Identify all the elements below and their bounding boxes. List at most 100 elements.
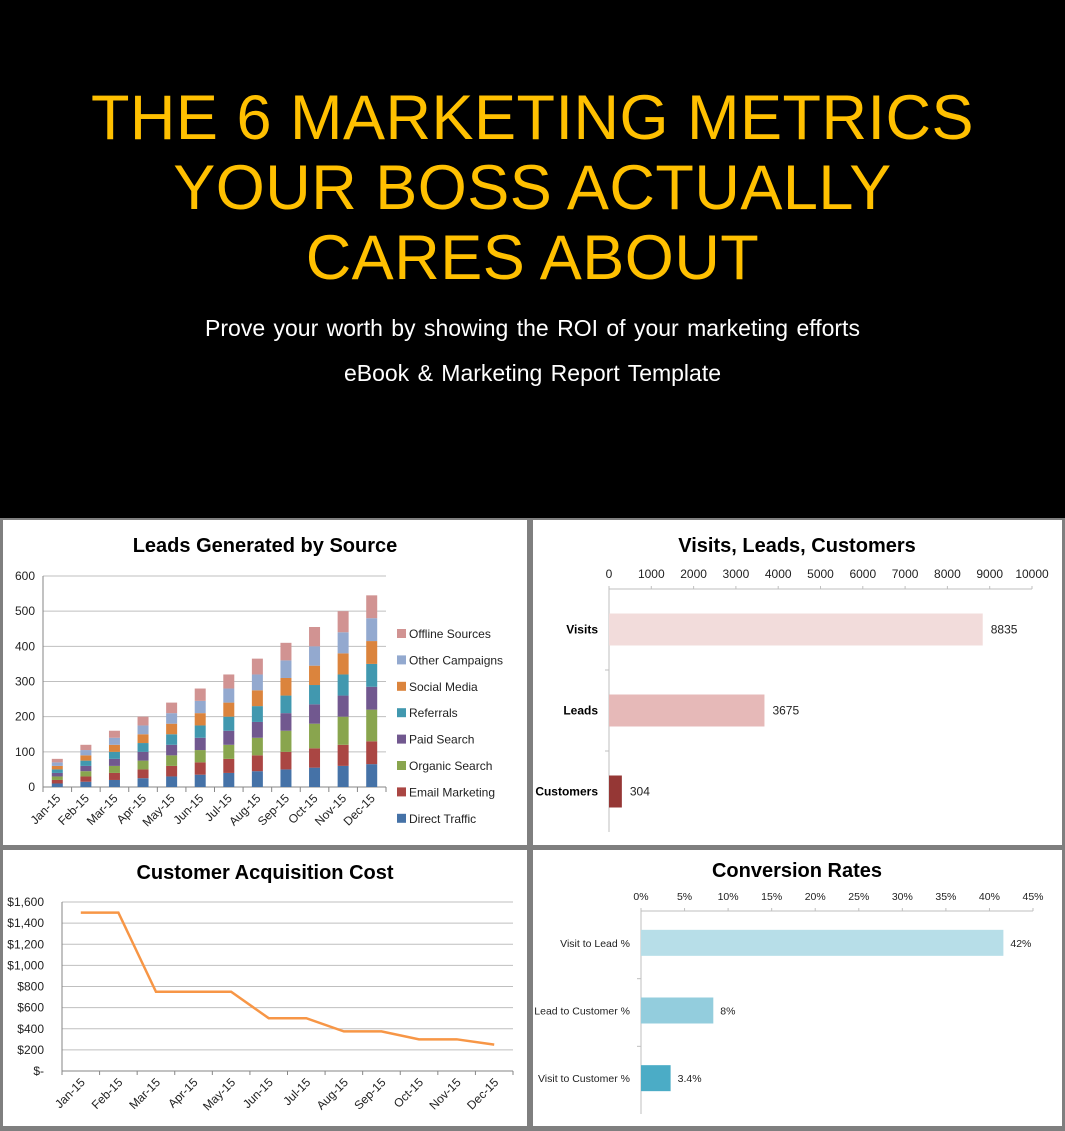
y-tick-label: $- bbox=[33, 1064, 44, 1078]
legend-label: Paid Search bbox=[409, 733, 474, 747]
bar-segment bbox=[166, 713, 178, 724]
category-label: Lead to Customer % bbox=[534, 1006, 630, 1018]
bar-segment bbox=[251, 771, 263, 787]
legend-swatch bbox=[397, 734, 406, 744]
bar-segment bbox=[280, 751, 292, 770]
bar-segment bbox=[80, 750, 92, 756]
bar-segment bbox=[337, 716, 349, 745]
cac-line bbox=[80, 911, 495, 1046]
data-label: 3675 bbox=[772, 704, 799, 718]
bar-segment bbox=[108, 772, 120, 780]
x-tick-label: 8000 bbox=[934, 567, 961, 581]
bar-segment bbox=[194, 762, 206, 775]
bar-segment bbox=[166, 702, 178, 714]
x-tick-label: May-15 bbox=[200, 1075, 238, 1113]
bar-segment bbox=[223, 702, 235, 717]
legend-swatch bbox=[397, 655, 406, 665]
legend-swatch bbox=[397, 681, 406, 691]
x-tick-label: 10000 bbox=[1015, 567, 1049, 581]
category-label: Visits bbox=[566, 623, 598, 637]
bar-segment bbox=[194, 713, 206, 726]
bar-segment bbox=[309, 767, 321, 787]
bar-segment bbox=[108, 744, 120, 752]
bar-segment bbox=[366, 741, 378, 765]
bar-segment bbox=[280, 660, 292, 678]
bar-segment bbox=[309, 665, 321, 686]
x-tick-label: Aug-15 bbox=[314, 1075, 351, 1112]
bar-segment bbox=[80, 776, 92, 782]
legend-swatch bbox=[397, 708, 406, 718]
bar-segment bbox=[280, 713, 292, 731]
leads-by-source-svg: Leads Generated by Source 0 100 200 300 400 5… bbox=[15, 535, 503, 829]
legend-label: Direct Traffic bbox=[409, 812, 476, 826]
legend-label: Referrals bbox=[409, 706, 458, 720]
hero-banner: THE 6 MARKETING METRICS YOUR BOSS ACTUAL… bbox=[0, 0, 1065, 518]
x-tick-label: 45% bbox=[1022, 891, 1043, 903]
x-tick-label: 5% bbox=[677, 891, 692, 903]
bar-segment bbox=[80, 765, 92, 772]
y-tick-label: $1,400 bbox=[7, 916, 44, 930]
hero-title: THE 6 MARKETING METRICS YOUR BOSS ACTUAL… bbox=[0, 83, 1065, 293]
bar-segment bbox=[223, 772, 235, 787]
bar-segment bbox=[51, 779, 63, 784]
bar-segment bbox=[51, 772, 63, 777]
x-tick-label: Apr-15 bbox=[165, 1075, 201, 1111]
bar-segment bbox=[51, 776, 63, 780]
bar-segment bbox=[137, 743, 149, 752]
bar-segment bbox=[337, 744, 349, 766]
bar-segment bbox=[51, 762, 63, 766]
chart-title: Visits, Leads, Customers bbox=[678, 535, 916, 557]
y-tick-label: $400 bbox=[17, 1022, 44, 1036]
cac-svg: Customer Acquisition Cost $- $200 $400 $600… bbox=[7, 862, 514, 1113]
bar-segment bbox=[80, 771, 92, 777]
y-tick-label: 0 bbox=[28, 780, 35, 794]
bar-segment bbox=[166, 723, 178, 735]
chart-title: Leads Generated by Source bbox=[133, 535, 398, 557]
legend-label: Other Campaigns bbox=[409, 653, 503, 667]
y-tick-label: 200 bbox=[15, 710, 35, 724]
bar-segment bbox=[223, 730, 235, 745]
legend-swatch bbox=[397, 761, 406, 770]
visits-leads-customers-svg: Visits, Leads, Customers 0 1000 2000 3000 40… bbox=[535, 535, 1049, 832]
bar-segment bbox=[251, 737, 263, 756]
bar-segment bbox=[80, 755, 92, 761]
x-tick-label: 1000 bbox=[638, 567, 665, 581]
legend-label: Social Media bbox=[409, 680, 478, 694]
x-tick-label: 2000 bbox=[680, 567, 707, 581]
x-tick-label: 7000 bbox=[892, 567, 919, 581]
bar-segment bbox=[51, 783, 63, 787]
data-label: 8835 bbox=[991, 623, 1018, 637]
bar-segment bbox=[194, 700, 206, 714]
bar-segment bbox=[251, 658, 263, 675]
bar-segment bbox=[337, 632, 349, 654]
bar-segment bbox=[223, 758, 235, 773]
bar-segment bbox=[337, 695, 349, 717]
y-tick-label: 600 bbox=[15, 569, 35, 583]
bar-segment bbox=[280, 769, 292, 787]
bar-segment bbox=[137, 778, 149, 787]
bar-segment bbox=[337, 611, 349, 633]
bar-segment bbox=[223, 688, 235, 703]
bar-segment bbox=[280, 642, 292, 661]
x-tick-label: Oct-15 bbox=[391, 1075, 427, 1111]
x-tick-label: Sep-15 bbox=[255, 791, 292, 828]
x-tick-label: 6000 bbox=[849, 567, 876, 581]
bar bbox=[641, 1065, 671, 1092]
bar-segment bbox=[80, 760, 92, 766]
hero-tagline: eBook & Marketing Report Template bbox=[343, 360, 722, 386]
bar bbox=[609, 613, 983, 646]
bar-segment bbox=[309, 626, 321, 647]
bar-segment bbox=[223, 716, 235, 731]
x-tick-label: 4000 bbox=[765, 567, 792, 581]
bar-segment bbox=[366, 764, 378, 787]
bar-segment bbox=[366, 618, 378, 642]
x-tick-label: Dec-15 bbox=[341, 791, 378, 828]
bar-segment bbox=[108, 737, 120, 745]
bar-segment bbox=[51, 758, 63, 763]
bar-segment bbox=[223, 744, 235, 759]
bar-segment bbox=[166, 776, 178, 787]
bar-segment bbox=[108, 779, 120, 787]
bar-segment bbox=[309, 748, 321, 768]
visits-leads-customers-chart: Visits, Leads, Customers 0 1000 2000 3000 40… bbox=[533, 520, 1062, 845]
bar bbox=[641, 997, 714, 1024]
